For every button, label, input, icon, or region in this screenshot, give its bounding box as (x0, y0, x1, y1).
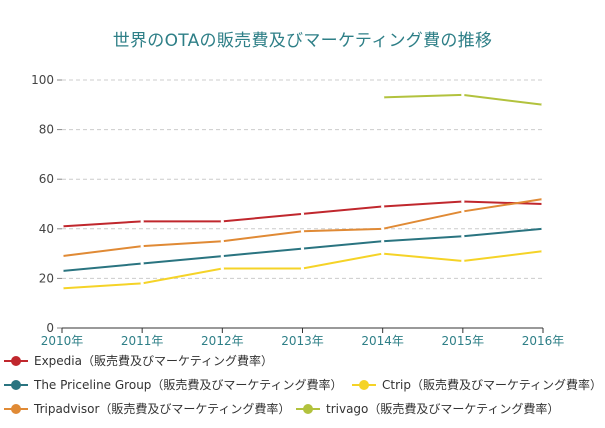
series-point-3 (461, 209, 465, 214)
series-point-3 (541, 197, 545, 201)
series-point-2 (300, 266, 305, 271)
series-point-1 (140, 261, 144, 266)
series-point-2 (220, 266, 224, 271)
legend-swatch-icon (352, 379, 376, 391)
x-tick-label: 2014年 (361, 334, 404, 348)
legend-label: Ctrip（販売費及びマーケティング費率） (382, 378, 603, 392)
series-point-2 (461, 259, 465, 263)
legend-label: The Priceline Group（販売費及びマーケティング費率） (34, 378, 343, 392)
series-point-1 (461, 234, 465, 238)
series-point-4 (381, 95, 385, 99)
legend-swatch-icon (4, 379, 28, 391)
series-point-1 (300, 247, 305, 251)
x-tick-label: 2015年 (442, 334, 485, 348)
series-point-1 (220, 254, 224, 258)
series-point-0 (140, 219, 144, 223)
legend-swatch-icon (296, 403, 320, 415)
legend-label: Expedia（販売費及びマーケティング費率） (34, 354, 274, 368)
x-tick-label: 2016年 (522, 334, 565, 348)
legend-swatch-icon (4, 403, 28, 415)
legend-item-tripadvisor[interactable]: Tripadvisor（販売費及びマーケティング費率） (4, 400, 290, 417)
series-point-4 (541, 103, 545, 107)
series-point-1 (60, 269, 64, 273)
legend-label: Tripadvisor（販売費及びマーケティング費率） (34, 402, 291, 416)
legend-item-trivago[interactable]: trivago（販売費及びマーケティング費率） (296, 400, 559, 417)
series-point-3 (140, 244, 144, 248)
series-point-3 (300, 229, 305, 233)
line-chart: 0 20 40 60 80 100 2010年 2011年 2012年 2013年 2014年 201… (31, 73, 565, 348)
series-point-2 (140, 281, 144, 285)
series-point-0 (541, 202, 545, 206)
series-point-2 (381, 252, 385, 256)
y-tick-label: 40 (39, 222, 54, 236)
series-point-0 (461, 199, 465, 204)
y-tick-label: 60 (39, 172, 54, 186)
x-tick-label: 2012年 (201, 334, 244, 348)
y-tick-label: 20 (39, 271, 54, 285)
chart-title: 世界のOTAの販売費及びマーケティング費の推移 (112, 31, 493, 51)
legend-label: trivago（販売費及びマーケティング費率） (326, 402, 560, 416)
legend-item-expedia[interactable]: Expedia（販売費及びマーケティング費率） (4, 352, 273, 369)
x-tick-label: 2013年 (281, 334, 324, 348)
x-tick-label: 2010年 (41, 334, 84, 348)
series-point-0 (381, 204, 385, 209)
series-point-3 (381, 227, 385, 231)
y-tick-label: 80 (39, 123, 54, 137)
series-point-3 (60, 254, 64, 258)
series-point-2 (541, 249, 545, 253)
series-point-0 (220, 219, 224, 223)
series-point-1 (541, 227, 545, 231)
series-point-2 (60, 286, 64, 290)
series-point-3 (220, 239, 224, 243)
x-tick-label: 2011年 (121, 334, 164, 348)
series-point-0 (300, 212, 305, 216)
y-tick-label: 0 (46, 321, 54, 335)
y-tick-label: 100 (31, 73, 54, 87)
legend-item-ctrip[interactable]: Ctrip（販売費及びマーケティング費率） (352, 376, 602, 393)
series-point-1 (381, 239, 385, 243)
series-point-0 (60, 224, 64, 228)
series-point-4 (461, 93, 465, 97)
legend-item-priceline[interactable]: The Priceline Group（販売費及びマーケティング費率） (4, 376, 342, 393)
legend-swatch-icon (4, 355, 28, 367)
